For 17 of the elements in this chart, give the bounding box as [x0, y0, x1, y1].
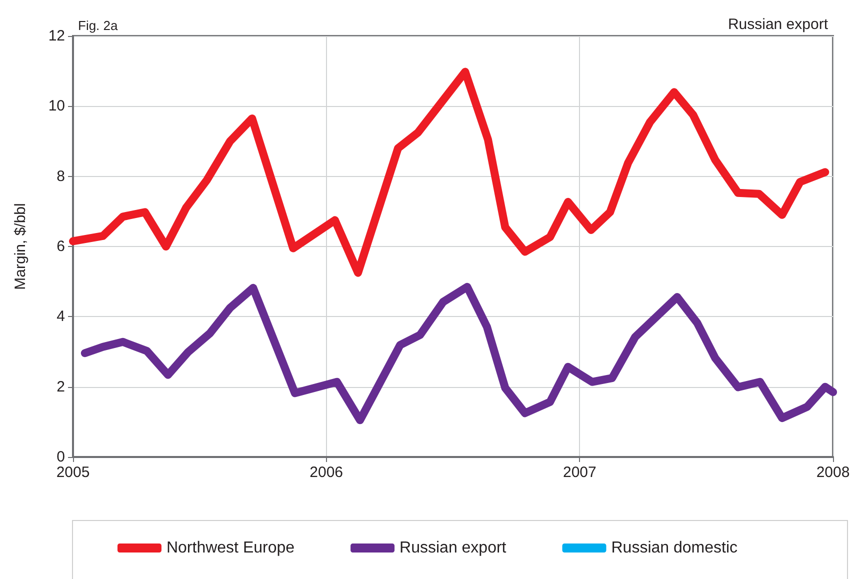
y-axis-title: Margin, $/bbl: [12, 203, 29, 290]
y-tick-label: 0: [56, 448, 65, 466]
y-tick-label: 10: [48, 98, 65, 115]
y-tick-label: 4: [56, 308, 65, 326]
x-tick-label: 2005: [56, 464, 90, 481]
y-tick-label: 2: [56, 378, 65, 396]
legend-label: Russian domestic: [611, 540, 738, 556]
x-tick-label: 2008: [816, 464, 850, 481]
y-tick-label: 6: [56, 238, 65, 255]
y-tick-label: 8: [56, 168, 65, 185]
x-tick-label: 2006: [310, 464, 344, 481]
legend-label: Northwest Europe: [166, 540, 295, 556]
chart-title: Fig. 2a: [78, 18, 119, 33]
chart-subtitle: Russian export: [728, 16, 829, 33]
y-tick-label: 12: [48, 28, 65, 44]
x-tick-label: 2007: [562, 464, 596, 481]
legend-label: Russian export: [400, 540, 507, 556]
